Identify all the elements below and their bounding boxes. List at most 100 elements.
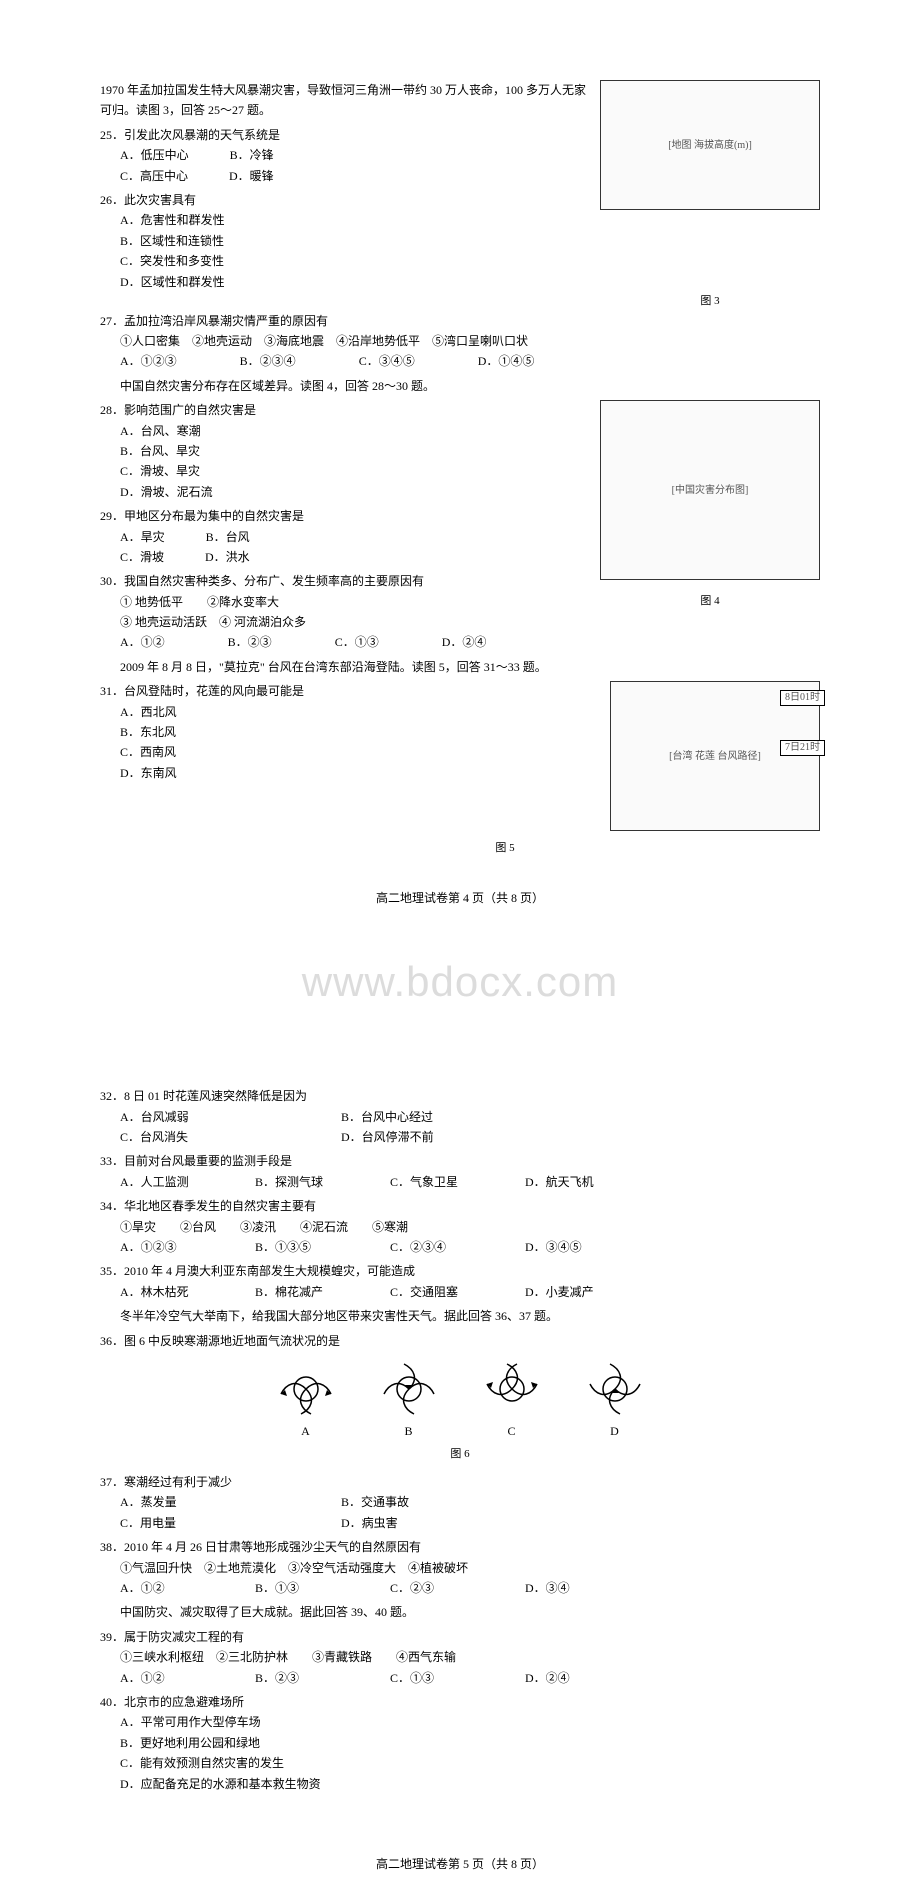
figure-3-caption: 图 3 — [600, 292, 820, 311]
figure-4-china-map: [中国灾害分布图] — [600, 400, 820, 580]
q26-opt-a: A．危害性和群发性 — [100, 210, 820, 230]
q39-circled: ①三峡水利枢纽 ②三北防护林 ③青藏铁路 ④西气东输 — [100, 1647, 820, 1667]
q33-opt-c: C．气象卫星 — [390, 1172, 500, 1192]
page-4-footer: 高二地理试卷第 4 页（共 8 页） — [100, 888, 820, 908]
q40-stem: 40．北京市的应急避难场所 — [100, 1692, 820, 1712]
q32-opt-a: A．台风减弱 — [120, 1107, 300, 1127]
fig6-label-d: D — [565, 1421, 665, 1441]
swirl-b-icon — [379, 1359, 439, 1419]
q33-stem: 33．目前对台风最重要的监测手段是 — [100, 1151, 820, 1171]
q34-stem: 34．华北地区春季发生的自然灾害主要有 — [100, 1196, 820, 1216]
q35-stem: 35．2010 年 4 月澳大利亚东南部发生大规模蝗灾，可能造成 — [100, 1261, 820, 1281]
q39-opt-d: D．②④ — [525, 1668, 570, 1688]
question-39: 39．属于防灾减灾工程的有 ①三峡水利枢纽 ②三北防护林 ③青藏铁路 ④西气东输… — [100, 1627, 820, 1688]
figure-6-swirls: A B C — [100, 1359, 820, 1464]
figure-5-caption: 图 5 — [400, 839, 610, 858]
question-34: 34．华北地区春季发生的自然灾害主要有 ①旱灾 ②台风 ③凌汛 ④泥石流 ⑤寒潮… — [100, 1196, 820, 1257]
q27-opt-c: C．③④⑤ — [359, 351, 415, 371]
q40-opt-c: C．能有效预测自然灾害的发生 — [100, 1753, 820, 1773]
q34-opt-c: C．②③④ — [390, 1237, 500, 1257]
q26-opt-d: D．区域性和群发性 — [100, 272, 820, 292]
q34-opt-a: A．①②③ — [120, 1237, 230, 1257]
q33-opt-a: A．人工监测 — [120, 1172, 230, 1192]
q32-opt-c: C．台风消失 — [120, 1127, 300, 1147]
swirl-a-icon — [276, 1359, 336, 1419]
q30-opt-c: C．①③ — [335, 632, 379, 652]
q26-opt-c: C．突发性和多变性 — [100, 251, 820, 271]
fig5-time-label-1: 8日01时 — [780, 690, 825, 706]
q32-stem: 32．8 日 01 时花莲风速突然降低是因为 — [100, 1086, 820, 1106]
question-33: 33．目前对台风最重要的监测手段是 A．人工监测 B．探测气球 C．气象卫星 D… — [100, 1151, 820, 1192]
q38-circled: ①气温回升快 ②土地荒漠化 ③冷空气活动强度大 ④植被破坏 — [100, 1558, 820, 1578]
q30-opt-b: B．②③ — [228, 632, 272, 652]
q34-opt-b: B．①③⑤ — [255, 1237, 365, 1257]
q38-opt-c: C．②③ — [390, 1578, 500, 1598]
question-37: 37．寒潮经过有利于减少 A．蒸发量 B．交通事故 C．用电量 D．病虫害 — [100, 1472, 820, 1533]
question-32: 32．8 日 01 时花莲风速突然降低是因为 A．台风减弱 B．台风中心经过 C… — [100, 1086, 820, 1147]
q40-opt-d: D．应配备充足的水源和基本救生物资 — [100, 1774, 820, 1794]
q29-opt-c: C．滑坡 — [120, 547, 164, 567]
q34-circled: ①旱灾 ②台风 ③凌汛 ④泥石流 ⑤寒潮 — [100, 1217, 820, 1237]
q39-stem: 39．属于防灾减灾工程的有 — [100, 1627, 820, 1647]
figure-4-caption: 图 4 — [600, 592, 820, 611]
exam-page-4: [地图 海拔高度(m)] 1970 年孟加拉国发生特大风暴潮灾害，导致恒河三角洲… — [0, 0, 920, 938]
page-5-footer: 高二地理试卷第 5 页（共 8 页） — [100, 1854, 820, 1874]
q29-opt-b: B．台风 — [206, 527, 250, 547]
swirl-c-icon — [482, 1359, 542, 1419]
q33-opt-d: D．航天飞机 — [525, 1172, 594, 1192]
intro-q39-40: 中国防灾、减灾取得了巨大成就。据此回答 39、40 题。 — [100, 1602, 820, 1622]
q25-opt-a: A．低压中心 — [120, 145, 189, 165]
q37-opt-d: D．病虫害 — [341, 1513, 398, 1533]
q38-stem: 38．2010 年 4 月 26 日甘肃等地形成强沙尘天气的自然原因有 — [100, 1537, 820, 1557]
q29-opt-a: A．旱灾 — [120, 527, 165, 547]
exam-page-5: 32．8 日 01 时花莲风速突然降低是因为 A．台风减弱 B．台风中心经过 C… — [0, 1046, 920, 1904]
question-38: 38．2010 年 4 月 26 日甘肃等地形成强沙尘天气的自然原因有 ①气温回… — [100, 1537, 820, 1598]
figure-6-caption: 图 6 — [100, 1445, 820, 1464]
q34-opt-d: D．③④⑤ — [525, 1237, 582, 1257]
figure-5-taiwan-map: [台湾 花莲 台风路径] 8日01时 7日21时 — [610, 681, 820, 831]
question-40: 40．北京市的应急避难场所 A．平常可用作大型停车场 B．更好地利用公园和绿地 … — [100, 1692, 820, 1794]
q29-opt-d: D．洪水 — [205, 547, 250, 567]
q25-opt-d: D．暖锋 — [229, 166, 274, 186]
fig6-label-c: C — [462, 1421, 562, 1441]
q39-opt-a: A．①② — [120, 1668, 230, 1688]
q36-stem: 36．图 6 中反映寒潮源地近地面气流状况的是 — [100, 1331, 820, 1351]
q37-opt-c: C．用电量 — [120, 1513, 300, 1533]
q27-opt-a: A．①②③ — [120, 351, 177, 371]
q25-opt-c: C．高压中心 — [120, 166, 188, 186]
q38-opt-b: B．①③ — [255, 1578, 365, 1598]
q30-circ2: ③ 地壳运动活跃 ④ 河流湖泊众多 — [100, 612, 820, 632]
q33-opt-b: B．探测气球 — [255, 1172, 365, 1192]
q35-opt-b: B．棉花减产 — [255, 1282, 365, 1302]
fig6-label-b: B — [359, 1421, 459, 1441]
q30-opt-a: A．①② — [120, 632, 165, 652]
question-36: 36．图 6 中反映寒潮源地近地面气流状况的是 — [100, 1331, 820, 1351]
q25-opt-b: B．冷锋 — [230, 145, 274, 165]
fig5-time-label-2: 7日21时 — [780, 740, 825, 756]
q39-opt-c: C．①③ — [390, 1668, 500, 1688]
fig6-label-a: A — [256, 1421, 356, 1441]
q35-opt-d: D．小麦减产 — [525, 1282, 594, 1302]
q27-opt-d: D．①④⑤ — [478, 351, 535, 371]
question-35: 35．2010 年 4 月澳大利亚东南部发生大规模蝗灾，可能造成 A．林木枯死 … — [100, 1261, 820, 1302]
q37-opt-a: A．蒸发量 — [120, 1492, 300, 1512]
figure-3-map: [地图 海拔高度(m)] — [600, 80, 820, 210]
q32-opt-b: B．台风中心经过 — [341, 1107, 433, 1127]
q35-opt-a: A．林木枯死 — [120, 1282, 230, 1302]
q40-opt-b: B．更好地利用公园和绿地 — [100, 1733, 820, 1753]
q27-circled: ①人口密集 ②地壳运动 ③海底地震 ④沿岸地势低平 ⑤湾口呈喇叭口状 — [100, 331, 820, 351]
q32-opt-d: D．台风停滞不前 — [341, 1127, 434, 1147]
intro-q31-33: 2009 年 8 月 8 日，"莫拉克" 台风在台湾东部沿海登陆。读图 5，回答… — [100, 657, 820, 677]
question-30: 30．我国自然灾害种类多、分布广、发生频率高的主要原因有 图 4 ① 地势低平 … — [100, 571, 820, 653]
q38-opt-d: D．③④ — [525, 1578, 570, 1598]
q39-opt-b: B．②③ — [255, 1668, 365, 1688]
q37-opt-b: B．交通事故 — [341, 1492, 409, 1512]
q40-opt-a: A．平常可用作大型停车场 — [100, 1712, 820, 1732]
watermark-text: www.bdocx.com — [0, 958, 920, 1006]
q27-stem: 27．孟加拉湾沿岸风暴潮灾情严重的原因有 — [100, 311, 820, 331]
q35-opt-c: C．交通阻塞 — [390, 1282, 500, 1302]
q37-stem: 37．寒潮经过有利于减少 — [100, 1472, 820, 1492]
swirl-d-icon — [585, 1359, 645, 1419]
intro-q36-37: 冬半年冷空气大举南下，给我国大部分地区带来灾害性天气。据此回答 36、37 题。 — [100, 1306, 820, 1326]
q30-opt-d: D．②④ — [442, 632, 487, 652]
